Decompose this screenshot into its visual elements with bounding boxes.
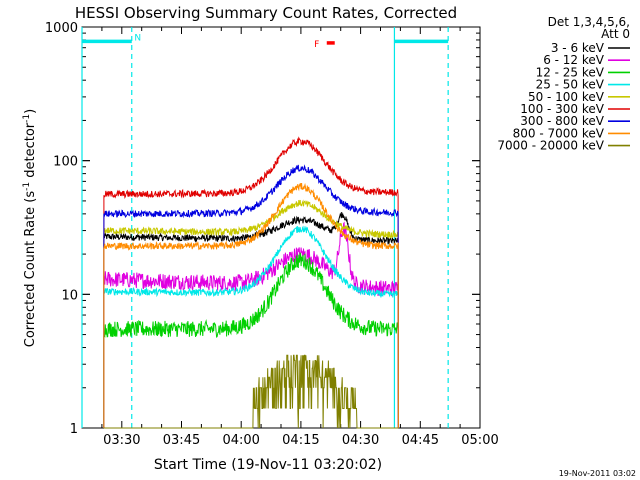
legend-label: 12 - 25 keV — [536, 65, 605, 79]
x-tick-label: 04:45 — [402, 433, 439, 448]
x-tick-label: 03:30 — [103, 433, 140, 448]
y-axis-label-exp1: -1 — [22, 182, 32, 191]
x-tick-label: 03:45 — [163, 433, 200, 448]
legend-label: 6 - 12 keV — [543, 53, 605, 67]
series-line — [103, 164, 399, 429]
legend-label: 7000 - 20000 keV — [497, 139, 604, 153]
series-line — [103, 199, 399, 429]
chart-title: HESSI Observing Summary Count Rates, Cor… — [75, 4, 457, 22]
legend-header-line1: Det 1,3,4,5,6, — [548, 15, 630, 29]
legend-label: 50 - 100 keV — [528, 90, 605, 104]
y-tick-label: 100 — [53, 155, 78, 170]
flag-label: F — [314, 40, 319, 50]
y-tick-label: 1000 — [45, 21, 78, 36]
mode-boundary-lines — [81, 27, 449, 428]
x-tick-label: 04:15 — [282, 433, 319, 448]
series-line — [103, 354, 399, 429]
x-axis: 03:30 03:45 04:00 04:15 04:30 04:45 05:00 — [81, 27, 499, 448]
y-axis-label-main: Corrected Count Rate (s — [23, 191, 38, 348]
legend-label: 300 - 800 keV — [520, 114, 604, 128]
y-tick-label: 1 — [70, 422, 78, 437]
series-line — [103, 182, 399, 429]
y-axis-label-mid: detector — [23, 122, 38, 182]
legend-header-line2: Att 0 — [601, 27, 630, 41]
series-line — [103, 221, 399, 429]
series-line — [103, 252, 399, 429]
legend-label: 800 - 7000 keV — [513, 126, 605, 140]
legend-label: 25 - 50 keV — [536, 78, 605, 92]
legend-label: 3 - 6 keV — [551, 41, 605, 55]
y-axis-label-end: ) — [23, 109, 38, 114]
x-tick-label: 04:00 — [222, 433, 259, 448]
series-line — [103, 225, 399, 429]
footer-timestamp: 19-Nov-2011 03:02 — [559, 469, 636, 478]
y-axis: 1 10 100 1000 — [45, 21, 480, 437]
y-axis-label: Corrected Count Rate (s-1 detector-1) — [22, 109, 38, 347]
x-tick-label: 05:00 — [461, 433, 498, 448]
legend-label: 100 - 300 keV — [520, 102, 604, 116]
y-axis-label-exp2: -1 — [22, 114, 32, 123]
series-lines — [103, 136, 399, 429]
flag-bars: NF — [82, 33, 449, 50]
x-axis-label: Start Time (19-Nov-11 03:20:02) — [154, 457, 382, 473]
y-tick-label: 10 — [61, 288, 78, 303]
x-tick-label: 04:30 — [342, 433, 379, 448]
flag-label: N — [134, 33, 141, 43]
series-line — [103, 136, 399, 429]
